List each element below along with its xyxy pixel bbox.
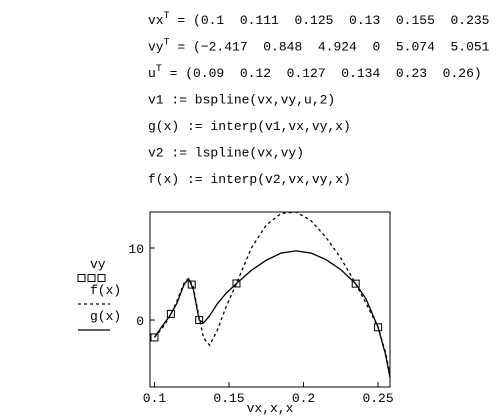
formula-line: uT = (0.09 0.12 0.127 0.134 0.23 0.26) [148, 64, 482, 81]
data-point [166, 309, 175, 318]
data-point [232, 279, 241, 288]
legend-symbol [77, 274, 86, 282]
formula-line: vyT = (−2.417 0.848 4.924 0 5.074 5.051 … [148, 38, 498, 55]
y-tick-label: 0 [136, 314, 144, 329]
x-tick-label: 0.2 [292, 391, 315, 406]
superscript: T [164, 38, 170, 49]
plot-frame [149, 211, 391, 388]
data-point [374, 323, 383, 332]
plot-area [150, 212, 390, 378]
formula-line: f(x) := interp(v2,vx,vy,x) [148, 172, 351, 187]
x-tick-label: 0.1 [143, 391, 167, 406]
data-point [187, 280, 196, 289]
plot: 0.1 0.15 0.2 0.25 0 10 vx,x,x vy f(x) g(x) [77, 212, 394, 416]
curve [153, 212, 390, 375]
curve [153, 250, 390, 378]
formulas: vxT = (0.1 0.111 0.125 0.13 0.155 0.235 … [148, 11, 498, 187]
formula-line: g(x) := interp(v1,vx,vy,x) [148, 119, 351, 134]
expression: = (−2.417 0.848 4.924 0 5.074 5.051 −1.0… [170, 40, 498, 55]
superscript: T [156, 64, 162, 75]
formula-text: g(x) := interp(v1,vx,vy,x) [148, 119, 351, 134]
formula-line: v1 := bspline(vx,vy,u,2) [148, 93, 335, 108]
expression: = (0.09 0.12 0.127 0.134 0.23 0.26) [162, 66, 482, 81]
data-point [150, 333, 159, 342]
y-tick-label: 10 [128, 242, 144, 257]
formula-line: vxT = (0.1 0.111 0.125 0.13 0.155 0.235 … [148, 11, 498, 28]
legend-label: g(x) [90, 309, 121, 324]
legend-symbol [97, 274, 106, 282]
variable: u [148, 66, 156, 81]
legend-symbol [87, 274, 96, 282]
variable: vy [148, 40, 164, 55]
formula-text: v2 := lspline(vx,vy) [148, 146, 304, 161]
expression: = (0.1 0.111 0.125 0.13 0.155 0.235 0.25… [170, 13, 498, 28]
x-tick-label: 0.15 [213, 391, 244, 406]
formula-text: f(x) := interp(v2,vx,vy,x) [148, 172, 351, 187]
variable: vx [148, 13, 164, 28]
data-point [351, 279, 360, 288]
superscript: T [164, 11, 170, 22]
legend-label: f(x) [90, 283, 121, 298]
legend-label: vy [90, 257, 106, 272]
formula-text: v1 := bspline(vx,vy,u,2) [148, 93, 335, 108]
x-axis-label: vx,x,x [247, 401, 294, 416]
formula-line: v2 := lspline(vx,vy) [148, 146, 304, 161]
x-tick-label: 0.25 [362, 391, 393, 406]
